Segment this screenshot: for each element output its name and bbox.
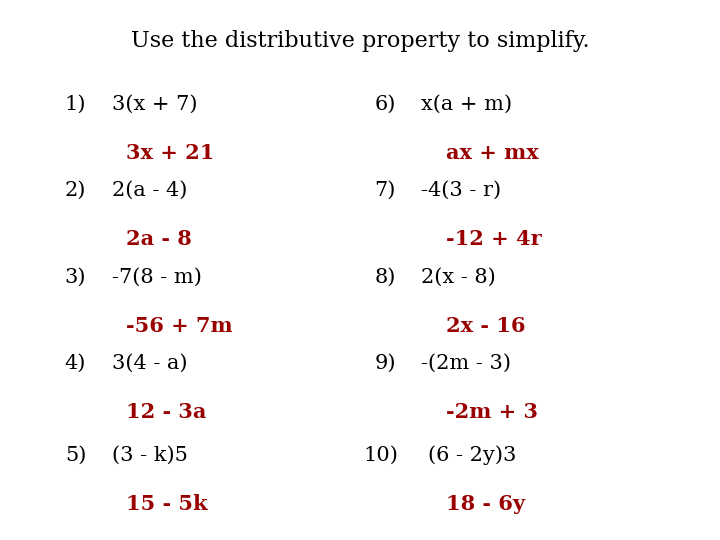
Text: -4(3 - r): -4(3 - r) (421, 181, 501, 200)
Text: 10): 10) (364, 446, 398, 464)
Text: 2(a - 4): 2(a - 4) (112, 181, 187, 200)
Text: 15 - 5k: 15 - 5k (126, 494, 207, 514)
Text: 1): 1) (65, 94, 86, 113)
Text: 3(4 - a): 3(4 - a) (112, 354, 187, 373)
Text: Use the distributive property to simplify.: Use the distributive property to simplif… (131, 30, 589, 52)
Text: 2x - 16: 2x - 16 (446, 316, 526, 336)
Text: -2m + 3: -2m + 3 (446, 402, 539, 422)
Text: 18 - 6y: 18 - 6y (446, 494, 526, 514)
Text: 2a - 8: 2a - 8 (126, 230, 192, 249)
Text: 3): 3) (65, 267, 86, 286)
Text: -12 + 4r: -12 + 4r (446, 230, 542, 249)
Text: 3(x + 7): 3(x + 7) (112, 94, 197, 113)
Text: 12 - 3a: 12 - 3a (126, 402, 207, 422)
Text: 7): 7) (374, 181, 396, 200)
Text: -7(8 - m): -7(8 - m) (112, 267, 202, 286)
Text: ax + mx: ax + mx (446, 143, 539, 163)
Text: 3x + 21: 3x + 21 (126, 143, 215, 163)
Text: -(2m - 3): -(2m - 3) (421, 354, 511, 373)
Text: (6 - 2y)3: (6 - 2y)3 (428, 446, 517, 465)
Text: -56 + 7m: -56 + 7m (126, 316, 233, 336)
Text: 2): 2) (65, 181, 86, 200)
Text: 2(x - 8): 2(x - 8) (421, 267, 496, 286)
Text: 8): 8) (374, 267, 396, 286)
Text: x(a + m): x(a + m) (421, 94, 513, 113)
Text: 9): 9) (374, 354, 396, 373)
Text: 5): 5) (65, 446, 86, 464)
Text: 6): 6) (374, 94, 396, 113)
Text: (3 - k)5: (3 - k)5 (112, 446, 187, 464)
Text: 4): 4) (65, 354, 86, 373)
